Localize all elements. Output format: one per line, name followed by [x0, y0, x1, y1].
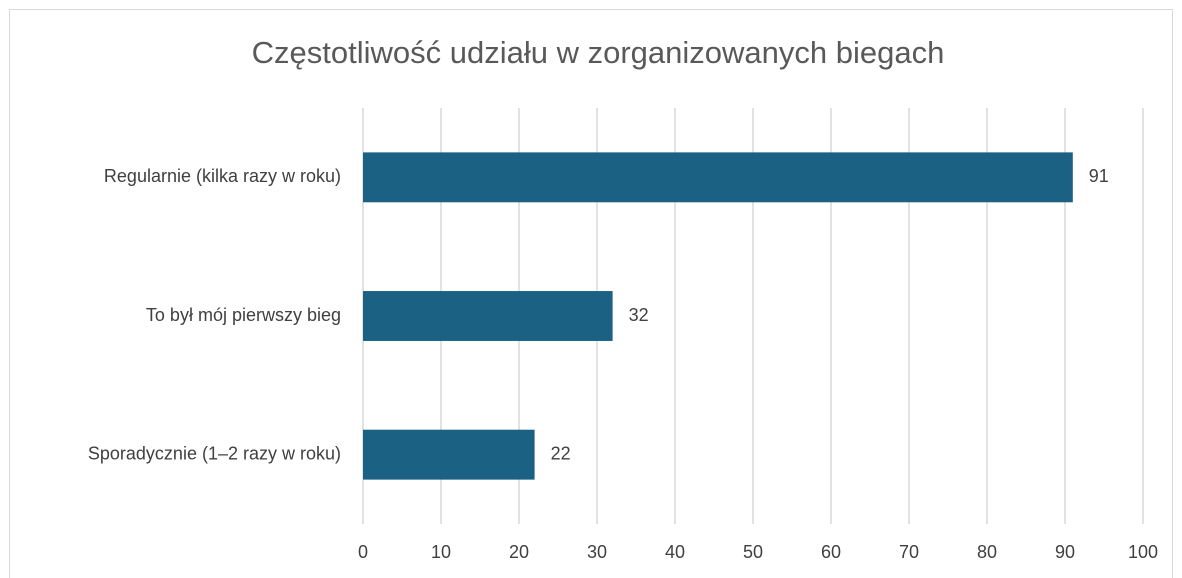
bar — [363, 291, 613, 341]
x-tick-label: 100 — [1128, 542, 1158, 562]
x-tick-label: 50 — [743, 542, 763, 562]
x-tick-label: 10 — [431, 542, 451, 562]
x-tick-label: 20 — [509, 542, 529, 562]
chart-title: Częstotliwość udziału w zorganizowanych … — [252, 35, 945, 70]
x-tick-label: 40 — [665, 542, 685, 562]
y-tick-label: Regularnie (kilka razy w roku) — [104, 166, 341, 186]
x-tick-label: 70 — [899, 542, 919, 562]
data-label: 91 — [1089, 166, 1109, 186]
bar — [363, 152, 1073, 203]
y-tick-label: To był mój pierwszy bieg — [146, 305, 341, 325]
x-tick-label: 0 — [358, 542, 368, 562]
x-tick-label: 60 — [821, 542, 841, 562]
data-label: 22 — [551, 443, 571, 463]
y-tick-label: Sporadycznie (1–2 razy w roku) — [88, 443, 341, 463]
data-label: 32 — [629, 305, 649, 325]
x-tick-label: 30 — [587, 542, 607, 562]
bar — [363, 429, 535, 480]
x-tick-label: 90 — [1055, 542, 1075, 562]
x-tick-label: 80 — [977, 542, 997, 562]
